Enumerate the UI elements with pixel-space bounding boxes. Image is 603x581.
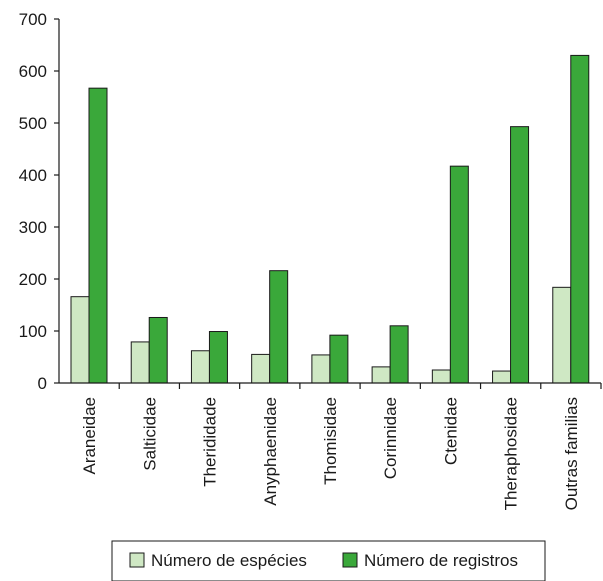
bar-numero-registros bbox=[208, 331, 228, 384]
legend-box bbox=[111, 540, 546, 581]
x-category-label: Therididade bbox=[201, 397, 220, 487]
bar-numero-especies bbox=[130, 341, 150, 384]
bar-numero-especies bbox=[431, 369, 451, 384]
x-category-label: Corinnidae bbox=[381, 397, 400, 479]
bar-numero-registros bbox=[269, 270, 289, 384]
x-category-label: Thomisidae bbox=[321, 397, 340, 485]
y-tick-label: 100 bbox=[19, 322, 47, 341]
bar-numero-registros bbox=[449, 165, 469, 384]
bar-numero-especies bbox=[371, 366, 391, 384]
bar-numero-especies bbox=[70, 296, 90, 384]
bar-numero-registros bbox=[389, 325, 409, 384]
bar-numero-registros bbox=[570, 54, 590, 384]
y-axis-ticks: 0 100 200 300 400 500 600 700 bbox=[19, 10, 59, 393]
bar-numero-especies bbox=[190, 350, 210, 384]
x-category-label: Araneidae bbox=[80, 397, 99, 475]
x-category-label: Outras familias bbox=[562, 397, 581, 510]
x-category-label: Ctenidae bbox=[441, 397, 460, 465]
y-tick-label: 700 bbox=[19, 10, 47, 29]
y-tick-label: 300 bbox=[19, 218, 47, 237]
bar-numero-especies bbox=[311, 354, 331, 384]
legend: Número de espécies Número de registros bbox=[111, 540, 546, 581]
bars bbox=[70, 54, 590, 384]
legend-swatch-registros bbox=[342, 552, 358, 568]
legend-label-registros: Número de registros bbox=[364, 551, 518, 570]
x-axis-labels: Araneidae Salticidae Therididade Anyphaenid… bbox=[80, 383, 602, 510]
legend-swatch-especies bbox=[129, 552, 145, 568]
bar-numero-registros bbox=[88, 87, 108, 384]
y-tick-label: 600 bbox=[19, 62, 47, 81]
bar-numero-especies bbox=[552, 286, 572, 384]
bar-numero-registros bbox=[329, 334, 349, 384]
y-tick-label: 400 bbox=[19, 166, 47, 185]
y-tick-label: 200 bbox=[19, 270, 47, 289]
bar-numero-registros bbox=[148, 316, 168, 384]
y-tick-label: 0 bbox=[38, 374, 47, 393]
bar-numero-especies bbox=[492, 370, 512, 384]
bar-numero-especies bbox=[251, 353, 271, 384]
x-category-label: Anyphaenidae bbox=[261, 397, 280, 506]
x-category-label: Salticidae bbox=[140, 397, 159, 471]
x-category-label: Theraphosidae bbox=[502, 397, 521, 510]
bar-numero-registros bbox=[510, 126, 530, 384]
legend-label-especies: Número de espécies bbox=[151, 551, 307, 570]
y-tick-label: 500 bbox=[19, 114, 47, 133]
